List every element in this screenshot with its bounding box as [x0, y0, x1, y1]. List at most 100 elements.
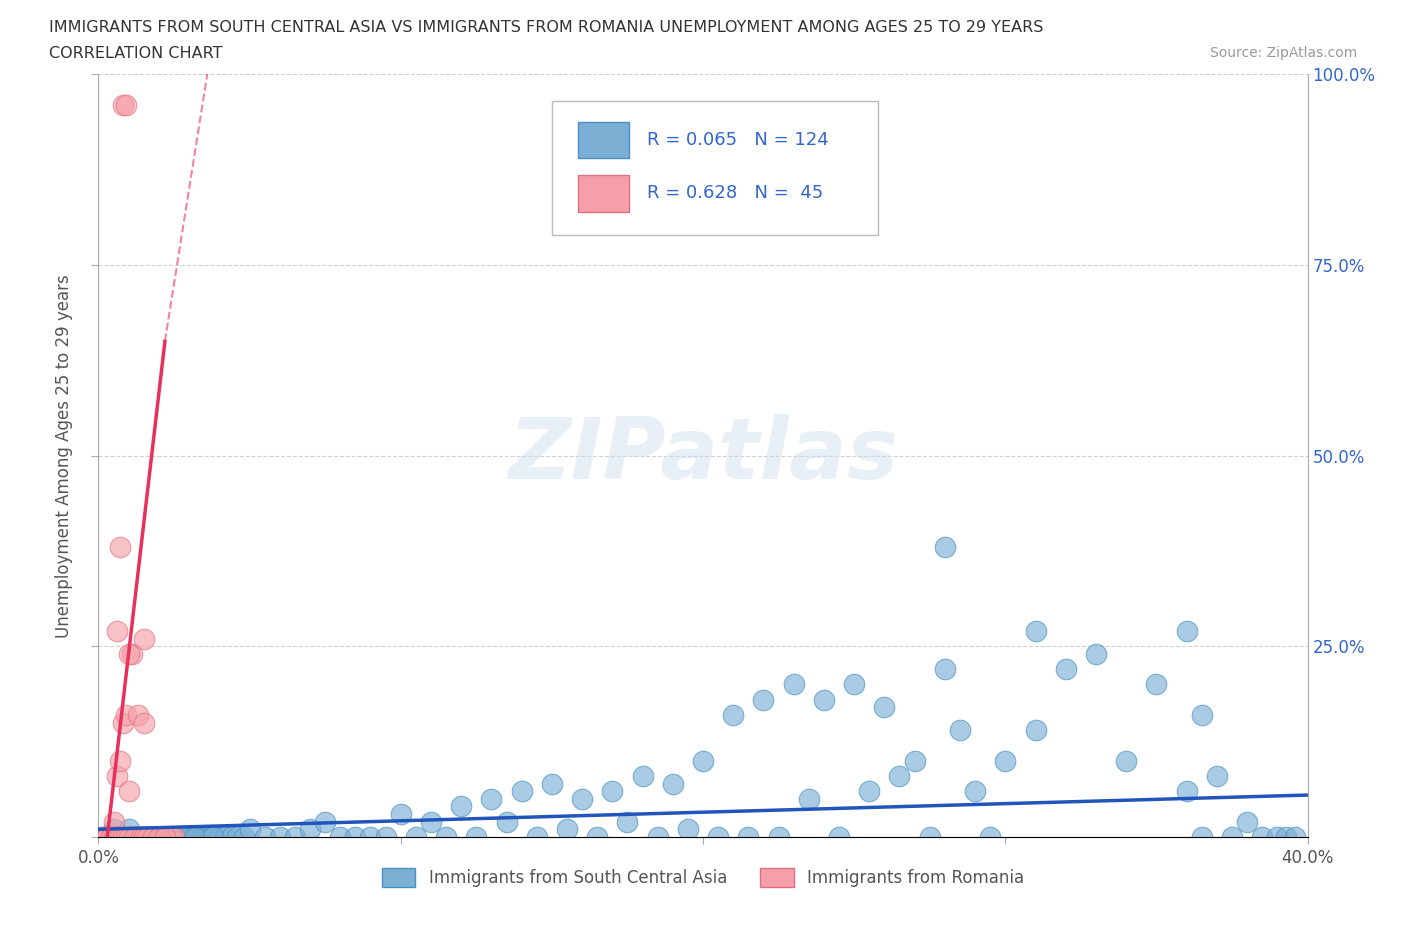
Point: [150, 830, 173, 844]
Point: [1115, 753, 1137, 768]
Point: [156, 830, 179, 844]
Point: [118, 784, 141, 799]
Point: [828, 830, 851, 844]
Point: [145, 830, 167, 844]
Point: [1175, 784, 1198, 799]
Point: [918, 830, 941, 844]
Point: [145, 830, 167, 844]
Point: [184, 830, 207, 844]
Point: [965, 784, 987, 799]
Point: [103, 830, 125, 844]
Point: [692, 753, 714, 768]
Point: [142, 830, 165, 844]
Point: [1175, 624, 1198, 639]
Point: [103, 830, 125, 844]
Point: [114, 830, 136, 844]
Text: Source: ZipAtlas.com: Source: ZipAtlas.com: [1209, 46, 1357, 60]
Point: [1284, 830, 1306, 844]
Point: [239, 822, 262, 837]
Point: [153, 830, 176, 844]
Point: [105, 830, 128, 844]
Point: [148, 830, 170, 844]
Point: [450, 799, 472, 814]
Point: [540, 777, 562, 791]
Point: [163, 830, 186, 844]
Text: IMMIGRANTS FROM SOUTH CENTRAL ASIA VS IMMIGRANTS FROM ROMANIA UNEMPLOYMENT AMONG: IMMIGRANTS FROM SOUTH CENTRAL ASIA VS IM…: [49, 20, 1043, 35]
Point: [661, 777, 683, 791]
Point: [179, 830, 201, 844]
Y-axis label: Unemployment Among Ages 25 to 29 years: Unemployment Among Ages 25 to 29 years: [55, 273, 73, 638]
Point: [934, 539, 956, 554]
Point: [132, 830, 155, 844]
Point: [96, 830, 118, 844]
Point: [184, 830, 207, 844]
Point: [797, 791, 820, 806]
Point: [163, 830, 186, 844]
Point: [148, 830, 170, 844]
Point: [163, 830, 186, 844]
Point: [153, 830, 176, 844]
Point: [105, 830, 128, 844]
Point: [129, 830, 152, 844]
Point: [1024, 624, 1046, 639]
Point: [127, 830, 149, 844]
Point: [1085, 646, 1108, 661]
Point: [181, 830, 204, 844]
Point: [132, 830, 155, 844]
Point: [124, 830, 146, 844]
Point: [111, 715, 134, 730]
Point: [121, 830, 143, 844]
Point: [329, 830, 352, 844]
Text: ZIPatlas: ZIPatlas: [508, 414, 898, 498]
Point: [166, 830, 188, 844]
Point: [813, 692, 835, 707]
Point: [202, 830, 225, 844]
Point: [214, 830, 236, 844]
Point: [221, 830, 243, 844]
Point: [571, 791, 593, 806]
Text: CORRELATION CHART: CORRELATION CHART: [49, 46, 222, 61]
Point: [139, 830, 162, 844]
Point: [129, 830, 152, 844]
Point: [253, 830, 276, 844]
Point: [858, 784, 880, 799]
Point: [127, 708, 149, 723]
Point: [1191, 830, 1213, 844]
Point: [132, 830, 155, 844]
Point: [723, 708, 745, 723]
Point: [616, 815, 638, 830]
Point: [269, 830, 291, 844]
Point: [135, 830, 157, 844]
Point: [150, 830, 173, 844]
Point: [160, 830, 183, 844]
Point: [190, 830, 212, 844]
Point: [103, 830, 125, 844]
Point: [160, 830, 183, 844]
Point: [783, 677, 806, 692]
Point: [153, 830, 176, 844]
Point: [510, 784, 533, 799]
Text: R = 0.065   N = 124: R = 0.065 N = 124: [647, 131, 830, 149]
Point: [208, 830, 231, 844]
Point: [156, 830, 179, 844]
Point: [389, 806, 412, 821]
Point: [420, 815, 443, 830]
Point: [118, 830, 141, 844]
Point: [602, 784, 624, 799]
Point: [108, 830, 131, 844]
FancyBboxPatch shape: [578, 122, 630, 158]
Point: [314, 815, 336, 830]
Point: [360, 830, 382, 844]
Point: [187, 830, 209, 844]
Point: [100, 830, 122, 844]
Point: [124, 830, 146, 844]
Point: [737, 830, 759, 844]
Point: [96, 830, 118, 844]
Point: [707, 830, 730, 844]
Point: [139, 830, 162, 844]
FancyBboxPatch shape: [578, 175, 630, 212]
Point: [132, 631, 155, 646]
Point: [174, 830, 197, 844]
Point: [752, 692, 775, 707]
Point: [172, 830, 194, 844]
